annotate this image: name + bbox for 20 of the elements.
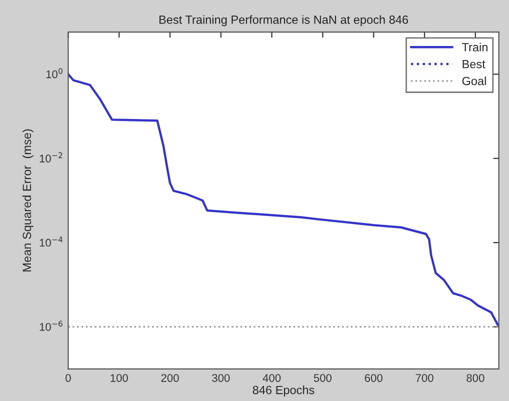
legend-label: Goal: [462, 76, 486, 86]
x-tick-label: 800: [466, 374, 484, 382]
x-tick-label: 100: [110, 374, 128, 382]
legend-label: Train: [462, 42, 488, 52]
x-tick-label: 600: [364, 374, 382, 382]
x-tick-label: 300: [212, 374, 230, 382]
y-tick-label: 10$^{−4}$: [40, 236, 63, 247]
legend-label: Best: [462, 60, 486, 68]
x-tick-label: 200: [161, 374, 179, 382]
x-tick-label: 400: [262, 374, 281, 382]
x-tick-label: 0: [66, 374, 71, 382]
chart-title: Best Training Performance is NaN at epoch 846: [159, 15, 408, 26]
y-tick-label: 10$^{0}$: [46, 68, 62, 78]
y-axis-title: Mean Squared Error (mse): [22, 129, 34, 272]
x-tick-label: 700: [416, 374, 434, 382]
line-series: [68, 73, 499, 328]
y-tick-label: 10$^{−6}$: [40, 320, 62, 331]
x-tick-label: 500: [314, 374, 332, 382]
x-axis-title: 846 Epochs: [252, 386, 314, 397]
y-tick-label: 10$^{−2}$: [40, 152, 62, 162]
